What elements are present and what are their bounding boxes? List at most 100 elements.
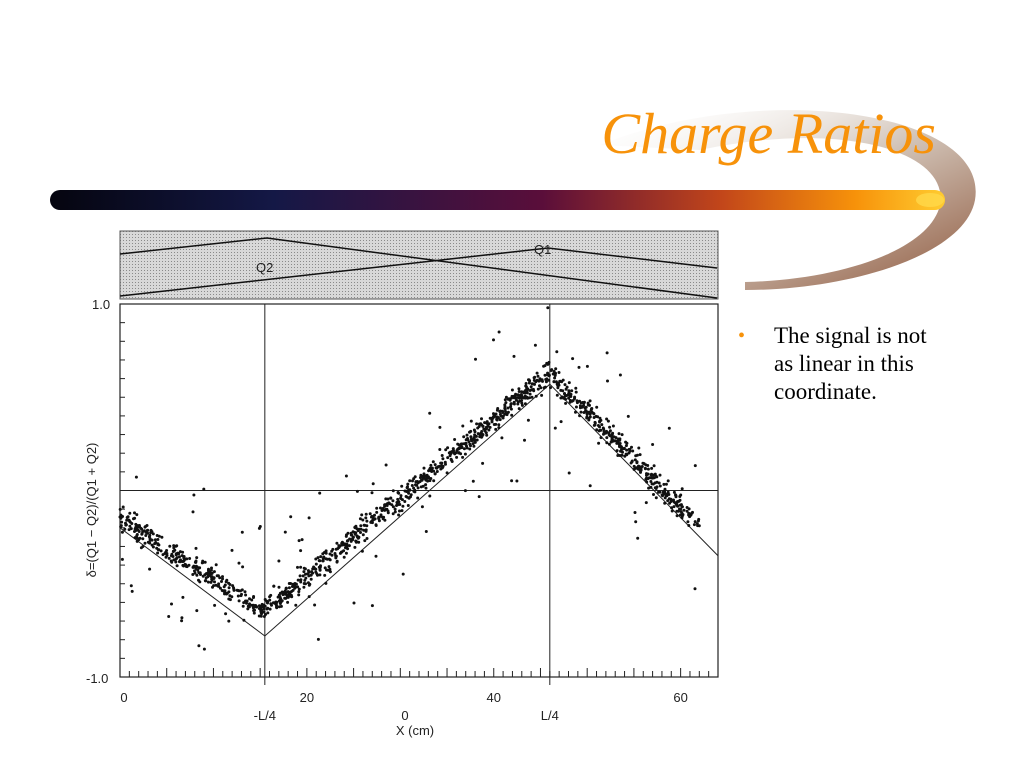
scatter-point — [157, 534, 161, 538]
scatter-point — [416, 486, 420, 490]
scatter-point — [461, 455, 465, 459]
scatter-outlier — [297, 539, 301, 543]
scatter-point — [393, 510, 397, 514]
scatter-point — [561, 378, 565, 382]
scatter-point — [416, 496, 420, 500]
scatter-point — [257, 607, 261, 610]
scatter-point — [280, 599, 284, 603]
scatter-point — [663, 496, 667, 500]
scatter-point — [506, 410, 510, 414]
scatter-point — [540, 393, 544, 397]
scatter-point — [687, 513, 691, 517]
scatter-point — [222, 585, 226, 589]
scatter-point — [632, 464, 636, 468]
scatter-point — [419, 485, 423, 489]
scatter-outlier — [240, 530, 244, 534]
scatter-point — [609, 440, 613, 444]
scatter-point — [374, 523, 378, 527]
scatter-point — [563, 392, 566, 396]
scatter-outlier — [202, 647, 206, 651]
scatter-point — [611, 431, 615, 435]
scatter-point — [119, 525, 123, 529]
scatter-outlier — [324, 581, 328, 585]
scatter-point — [237, 599, 241, 603]
scatter-point — [303, 567, 307, 571]
scatter-point — [129, 527, 133, 531]
scatter-outlier — [181, 595, 185, 599]
scatter-outlier — [571, 357, 575, 361]
scatter-point — [368, 512, 372, 516]
scatter-point — [361, 518, 365, 522]
scatter-outlier — [422, 466, 426, 470]
scatter-point — [503, 405, 507, 409]
scatter-point — [128, 511, 132, 515]
scatter-point — [525, 391, 529, 395]
scatter-point — [475, 438, 479, 442]
scatter-point — [406, 482, 410, 486]
scatter-point — [246, 607, 250, 611]
scatter-point — [221, 577, 224, 581]
scatter-outlier — [180, 619, 184, 623]
scatter-point — [424, 483, 428, 487]
scatter-point — [693, 520, 697, 524]
scatter-outlier — [294, 603, 298, 607]
scatter-point — [631, 449, 635, 453]
scatter-point — [120, 530, 124, 534]
scatter-point — [342, 555, 346, 559]
scatter-point — [692, 523, 696, 527]
scatter-point — [667, 497, 671, 501]
scatter-point — [520, 399, 524, 402]
scatter-point — [365, 524, 369, 528]
scatter-point — [348, 537, 352, 541]
scatter-outlier — [313, 603, 317, 607]
scatter-point — [629, 461, 633, 465]
scatter-point — [468, 442, 472, 446]
scatter-point — [242, 601, 246, 605]
scatter-point — [161, 553, 165, 557]
scatter-point — [543, 373, 547, 377]
scatter-point — [396, 502, 399, 506]
scatter-point — [638, 453, 642, 457]
scatter-point — [344, 534, 348, 538]
scatter-point — [174, 553, 178, 557]
scatter-point — [210, 572, 213, 576]
scatter-point — [507, 397, 511, 401]
scatter-point — [672, 490, 676, 494]
scatter-point — [573, 397, 576, 401]
scatter-point — [503, 407, 507, 411]
scatter-outlier — [680, 487, 684, 491]
scatter-point — [646, 467, 650, 471]
scatter-outlier — [192, 493, 196, 497]
scatter-point — [212, 570, 216, 574]
y-axis-label: δ=(Q1 − Q2)/(Q1 + Q2) — [84, 443, 99, 578]
scatter-point — [363, 539, 367, 543]
scatter-point — [678, 507, 681, 511]
scatter-point — [645, 476, 648, 480]
scatter-point — [224, 580, 228, 584]
scatter-point — [301, 574, 305, 578]
scatter-point — [227, 590, 231, 594]
scatter-point — [462, 435, 466, 439]
scatter-point — [221, 575, 224, 579]
scatter-point — [686, 520, 690, 524]
scatter-point — [365, 519, 369, 523]
scatter-outlier — [120, 557, 124, 561]
scatter-point — [479, 422, 483, 426]
scatter-point — [650, 472, 653, 476]
scatter-outlier — [577, 365, 581, 369]
scatter-point — [413, 475, 417, 479]
scatter-outlier — [633, 511, 637, 514]
scatter-point — [297, 593, 301, 597]
scatter-point — [318, 573, 322, 577]
scatter-point — [443, 460, 447, 464]
scatter-outlier — [553, 426, 557, 430]
scatter-outlier — [355, 489, 359, 493]
scatter-outlier — [170, 602, 173, 606]
scatter-point — [266, 600, 270, 604]
scatter-point — [501, 416, 505, 420]
scatter-point — [599, 436, 603, 440]
scatter-point — [492, 412, 495, 416]
scatter-point — [469, 429, 473, 433]
scatter-point — [617, 442, 621, 446]
scatter-point — [260, 602, 264, 606]
